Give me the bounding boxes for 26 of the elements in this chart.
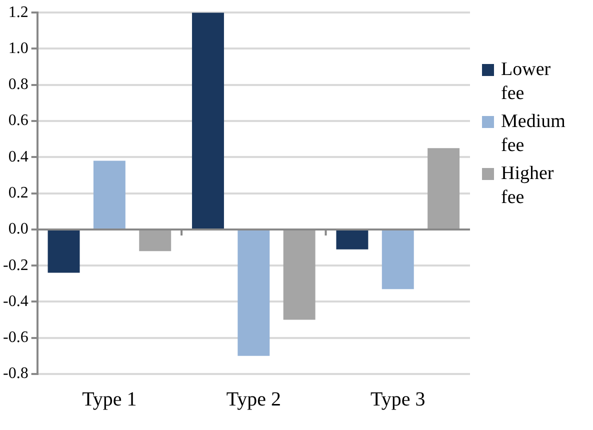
x-tick-label: Type 1 — [82, 388, 137, 410]
legend-label: Higher fee — [501, 162, 555, 210]
x-tick-label: Type 2 — [226, 388, 282, 410]
bar — [139, 230, 172, 252]
x-tick-label: Type 3 — [370, 388, 426, 410]
bar — [192, 12, 224, 228]
y-tick-label: -0.2 — [3, 256, 28, 274]
y-tick-label: -0.6 — [3, 329, 28, 346]
legend-label: Lower fee — [501, 58, 552, 106]
y-tick-label: 1.2 — [8, 4, 28, 21]
y-tick-label: 0.0 — [8, 220, 28, 238]
y-tick-label: 1.0 — [8, 40, 28, 57]
bar — [48, 230, 80, 273]
y-tick-label: 0.6 — [8, 112, 28, 130]
legend-label: Medium fee — [501, 110, 566, 158]
bar — [283, 230, 316, 320]
bar — [238, 230, 270, 356]
bar — [428, 148, 460, 228]
bar — [336, 230, 368, 250]
bar — [93, 160, 126, 228]
y-tick-label: 0.2 — [8, 184, 28, 202]
bar — [382, 230, 414, 290]
y-tick-label: 0.8 — [8, 76, 28, 94]
y-tick-label: -0.4 — [3, 292, 28, 310]
y-tick-label: 0.4 — [8, 148, 28, 166]
y-tick-label: -0.8 — [3, 365, 28, 382]
